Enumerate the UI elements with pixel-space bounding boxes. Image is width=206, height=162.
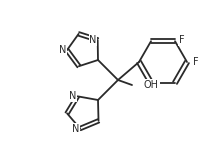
Text: N: N [89,35,97,45]
Text: N: N [59,45,66,55]
Text: N: N [72,124,79,133]
Text: OH: OH [144,80,159,90]
Text: F: F [179,35,185,45]
Text: N: N [69,91,76,101]
Text: F: F [193,57,199,67]
